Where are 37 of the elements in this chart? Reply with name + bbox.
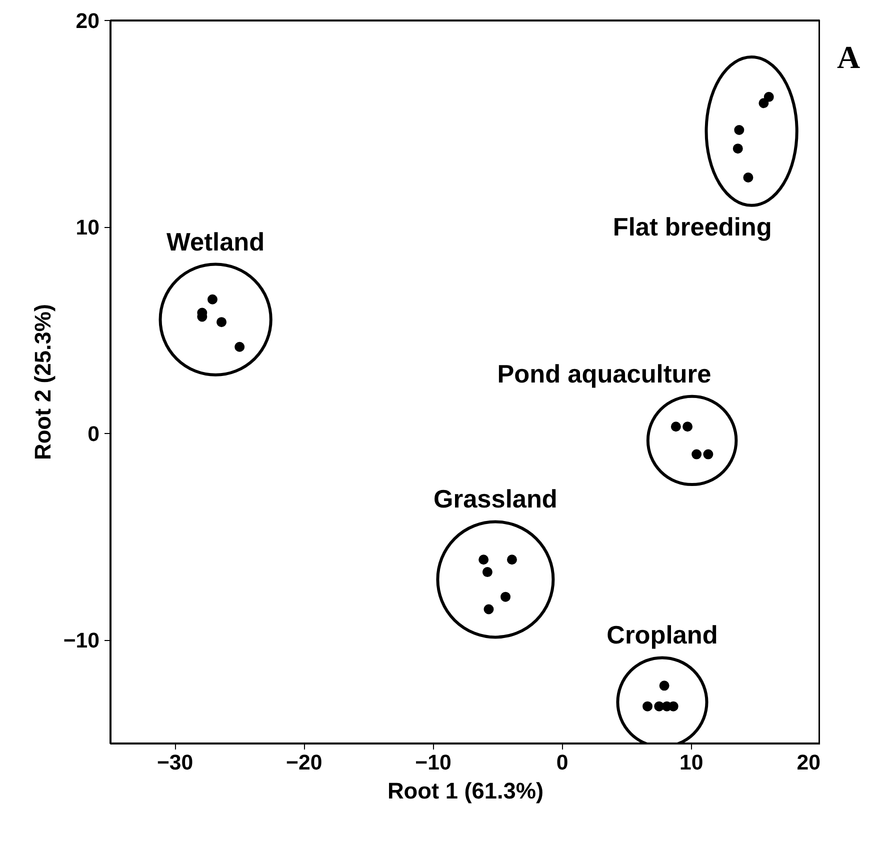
y-tick-label: −10 [63, 628, 100, 653]
series-label: Pond aquaculture [497, 360, 712, 388]
point [506, 554, 517, 565]
point [484, 604, 494, 614]
text: A [837, 38, 860, 77]
point [642, 701, 653, 712]
point [692, 449, 702, 460]
point [500, 592, 511, 602]
x-tick-label: −30 [156, 750, 194, 774]
point [478, 554, 489, 565]
series-label: Cropland [606, 622, 718, 650]
point [758, 98, 769, 108]
point [682, 422, 693, 432]
point [482, 567, 492, 578]
point [670, 422, 681, 432]
point [764, 92, 774, 102]
point [216, 317, 227, 328]
x-tick-label: 10 [680, 750, 704, 774]
x-tick-label: 0 [556, 750, 568, 774]
point [659, 680, 670, 691]
x-axis-title: Root 1 (61.3%) [387, 778, 544, 804]
y-axis-title: Root 2 (25.3%) [29, 304, 56, 460]
x-tick-label: −20 [286, 750, 322, 774]
y-tick-label: 10 [76, 216, 100, 240]
x-tick-label: 20 [796, 750, 821, 774]
point [734, 124, 744, 135]
x-tick-label: −10 [415, 750, 452, 774]
y-tick-label: 20 [76, 9, 100, 33]
point [703, 449, 714, 460]
point [743, 172, 754, 182]
point [234, 342, 245, 352]
point [732, 144, 743, 154]
series-label: Flat breeding [612, 213, 772, 242]
y-tick-label: 0 [88, 422, 100, 446]
point [207, 294, 218, 304]
text: Grassland [434, 486, 558, 514]
legend-label: Wetland [166, 228, 265, 256]
